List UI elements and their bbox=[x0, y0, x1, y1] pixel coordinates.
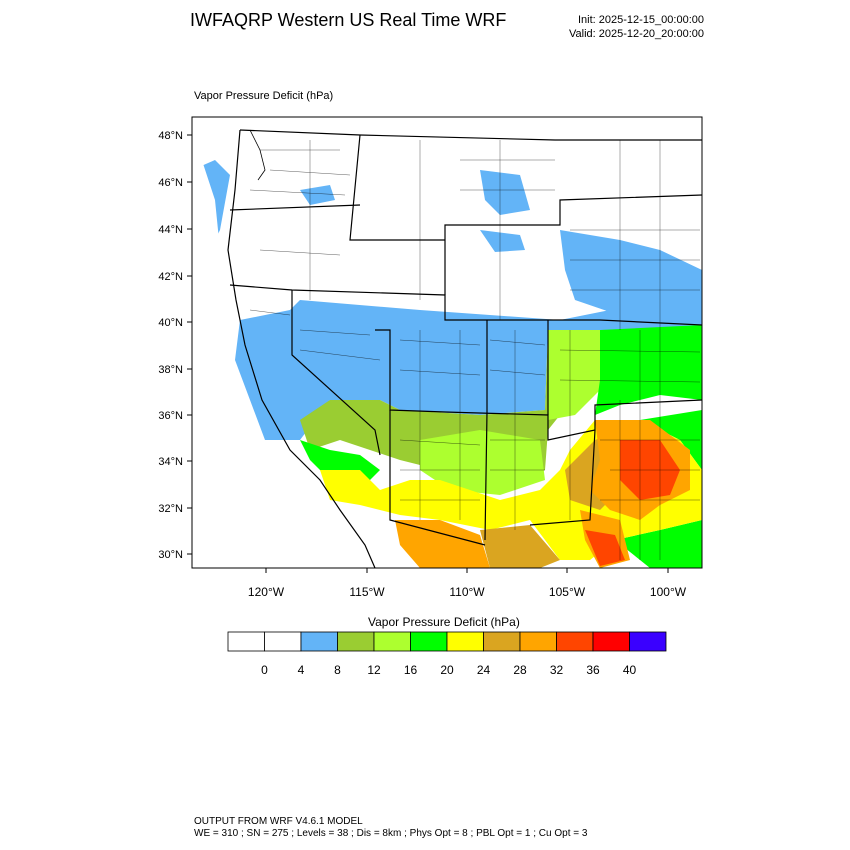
lat-label: 30°N bbox=[158, 549, 183, 561]
colorbar-swatch bbox=[483, 631, 521, 652]
colorbar-tick-label: 20 bbox=[440, 663, 454, 677]
colorbar-tick-label: 28 bbox=[513, 663, 527, 677]
colorbar-swatch bbox=[373, 631, 411, 652]
lon-label: 110°W bbox=[449, 585, 485, 599]
colorbar-swatch bbox=[410, 631, 448, 652]
lon-label: 105°W bbox=[549, 585, 586, 599]
colorbar-tick-label: 24 bbox=[477, 663, 491, 677]
plot-title: IWFAQRP Western US Real Time WRF bbox=[190, 10, 507, 30]
init-time: Init: 2025-12-15_00:00:00 bbox=[578, 14, 704, 26]
colorbar-tick-label: 8 bbox=[334, 663, 341, 677]
colorbar-tick-label: 40 bbox=[623, 663, 637, 677]
valid-time: Valid: 2025-12-20_20:00:00 bbox=[569, 28, 704, 40]
vpd-orange-region bbox=[395, 420, 690, 568]
colorbar-tick-label: 4 bbox=[298, 663, 305, 677]
vpd-blue-region bbox=[192, 160, 702, 440]
lat-label: 34°N bbox=[158, 456, 183, 468]
vpd-greenyellow-region bbox=[420, 330, 640, 495]
map-frame bbox=[191, 116, 703, 569]
lat-label: 40°N bbox=[158, 317, 183, 329]
colorbar-swatch bbox=[264, 631, 302, 652]
colorbar-swatch bbox=[592, 631, 630, 652]
colorbar-swatch bbox=[337, 631, 375, 652]
colorbar-tick-label: 36 bbox=[586, 663, 600, 677]
vpd-redorange-region bbox=[585, 440, 680, 566]
colorbar-tick-label: 0 bbox=[261, 663, 268, 677]
colorbar-swatch bbox=[446, 631, 484, 652]
footer-model-line: OUTPUT FROM WRF V4.6.1 MODEL bbox=[194, 816, 363, 827]
ocean-mask bbox=[192, 130, 262, 568]
lat-label: 38°N bbox=[158, 364, 183, 376]
colorbar-title: Vapor Pressure Deficit (hPa) bbox=[368, 615, 520, 629]
colorbar-tick-label: 16 bbox=[404, 663, 418, 677]
lat-axis: 48°N 46°N 44°N 42°N 40°N 38°N 36°N 34°N 32°N 30°N bbox=[158, 130, 192, 561]
lat-label: 32°N bbox=[158, 503, 183, 515]
coastline bbox=[227, 129, 376, 568]
lat-label: 36°N bbox=[158, 410, 183, 422]
lat-label: 44°N bbox=[158, 224, 183, 236]
lat-label: 48°N bbox=[158, 130, 183, 142]
colorbar-swatch bbox=[227, 631, 265, 652]
colorbar-swatch bbox=[519, 631, 557, 652]
footer-config-line: WE = 310 ; SN = 275 ; Levels = 38 ; Dis … bbox=[194, 828, 588, 839]
county-lines bbox=[249, 140, 701, 560]
map-area bbox=[192, 117, 702, 568]
lon-label: 115°W bbox=[349, 585, 385, 599]
colorbar-swatch bbox=[629, 631, 667, 652]
lon-label: 120°W bbox=[248, 585, 285, 599]
puget-sound bbox=[249, 129, 266, 181]
colorbar-swatch bbox=[300, 631, 338, 652]
colorbar: 0 4 8 12 16 20 24 28 32 36 40 bbox=[227, 631, 667, 677]
lon-label: 100°W bbox=[650, 585, 687, 599]
colorbar-tick-label: 32 bbox=[550, 663, 564, 677]
colorbar-swatch bbox=[556, 631, 594, 652]
vpd-green-region bbox=[300, 325, 702, 568]
colorbar-tick-label: 12 bbox=[367, 663, 381, 677]
lat-label: 46°N bbox=[158, 177, 183, 189]
state-boundaries bbox=[229, 129, 702, 546]
field-label: Vapor Pressure Deficit (hPa) bbox=[194, 90, 334, 102]
lon-axis: 120°W 115°W 110°W 105°W 100°W bbox=[248, 568, 687, 599]
lat-label: 42°N bbox=[158, 271, 183, 283]
